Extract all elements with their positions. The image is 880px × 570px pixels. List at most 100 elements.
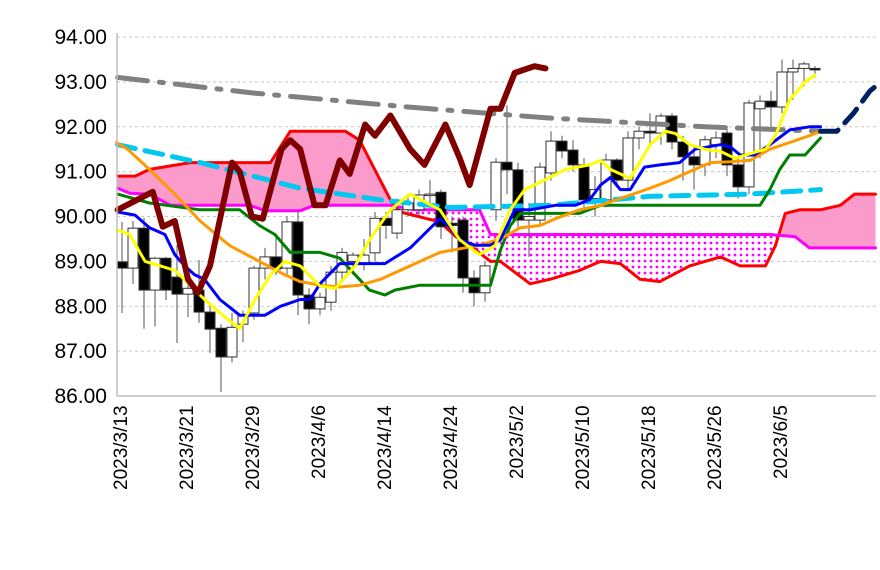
candle-body-down (501, 161, 513, 171)
y-tick-label: 92.00 (54, 116, 107, 139)
candle-body-up (523, 216, 535, 221)
candle-body-down (171, 276, 183, 295)
candle (116, 221, 128, 313)
candle-body-down (567, 149, 579, 166)
candle-body-down (809, 67, 821, 71)
x-tick-label: 2023/5/26 (705, 405, 726, 490)
candle (127, 220, 139, 284)
candle (501, 105, 513, 195)
candle (545, 131, 557, 181)
candle-body-up (699, 139, 711, 166)
senkou-a-line (116, 129, 877, 286)
candle (622, 131, 634, 190)
candle-body-down (204, 311, 216, 330)
yellow-line-line (116, 73, 817, 331)
candle-body-down (116, 261, 128, 269)
candle-body-up (743, 102, 755, 188)
candle-body-down (160, 257, 172, 291)
candle (138, 217, 150, 329)
candle (149, 256, 161, 327)
x-tick-label: 2023/3/29 (243, 405, 264, 490)
x-tick-label: 2023/4/6 (309, 405, 330, 479)
y-tick-label: 90.00 (54, 206, 107, 229)
y-tick-label: 89.00 (54, 250, 107, 273)
candle-body-up (622, 137, 634, 181)
candle (248, 265, 260, 320)
candle (204, 306, 216, 353)
blue-line-line (116, 125, 822, 317)
candle-body-up (479, 265, 491, 294)
candle (743, 99, 755, 195)
candle-body-up (369, 217, 381, 254)
candle (479, 261, 491, 302)
candle (457, 216, 469, 293)
candle-body-down (765, 100, 777, 108)
y-tick-label: 88.00 (54, 295, 107, 318)
candle (424, 180, 436, 204)
candle (787, 59, 799, 100)
candle (633, 126, 645, 150)
indicator-lines (114, 63, 878, 331)
candle (303, 288, 315, 325)
candle (776, 59, 788, 114)
candle (688, 144, 700, 190)
candle-body-down (215, 327, 227, 358)
candle-body-up (787, 67, 799, 73)
candle-body-down (292, 221, 304, 296)
candle-body-up (424, 193, 436, 197)
candle-body-down (666, 115, 678, 143)
cloud-bullish-fill (117, 131, 876, 248)
candle (160, 256, 172, 300)
candle (171, 245, 183, 344)
green-line-line (116, 136, 822, 297)
y-tick-label: 91.00 (54, 161, 107, 184)
candle (512, 162, 524, 230)
candle (468, 270, 480, 307)
y-axis-labels: 94.00 93.00 92.00 91.00 90.00 89.00 88.00 87.00… (54, 26, 107, 408)
candle (534, 162, 546, 226)
candle-body-down (303, 294, 315, 310)
candle-body-down (512, 169, 524, 221)
x-tick-label: 2023/5/18 (639, 405, 660, 490)
candle-body-up (391, 209, 403, 234)
cyan-ma-line (115, 142, 823, 210)
x-tick-label: 2023/3/13 (111, 405, 132, 490)
candle (567, 140, 579, 172)
y-tick-label: 94.00 (54, 26, 107, 49)
candle-body-up (182, 287, 194, 295)
candle-body-down (677, 141, 689, 158)
x-tick-label: 2023/4/24 (441, 405, 462, 490)
x-tick-label: 2023/5/10 (573, 405, 594, 490)
candle-body-down (688, 156, 700, 166)
candle (292, 212, 304, 316)
x-tick-label: 2023/5/2 (507, 405, 528, 479)
x-tick-label: 2023/6/5 (771, 405, 792, 479)
candle-body-down (556, 140, 568, 152)
candle (490, 158, 502, 221)
candle (765, 90, 777, 127)
candle-body-up (490, 161, 502, 211)
candle-body-up (633, 130, 645, 139)
forward-line-line (818, 83, 878, 134)
x-tick-label: 2023/3/21 (177, 405, 198, 490)
candle-body-up (545, 140, 557, 174)
candle-body-up (314, 296, 326, 310)
y-tick-label: 93.00 (54, 71, 107, 94)
candle (556, 135, 568, 159)
candle-body-up (534, 166, 546, 221)
candle-body-up (798, 63, 810, 69)
candle (732, 158, 744, 199)
candle (369, 212, 381, 262)
candle (644, 113, 656, 145)
cloud-lines (116, 129, 877, 286)
candle (314, 292, 326, 316)
y-tick-label: 87.00 (54, 340, 107, 363)
candle (699, 135, 711, 177)
x-tick-label: 2023/4/14 (375, 405, 396, 490)
candle-body-down (644, 130, 656, 134)
candle-body-up (149, 257, 161, 291)
candle-body-up (754, 100, 766, 110)
candle-body-down (578, 164, 590, 201)
lagging-span-line (114, 63, 549, 296)
